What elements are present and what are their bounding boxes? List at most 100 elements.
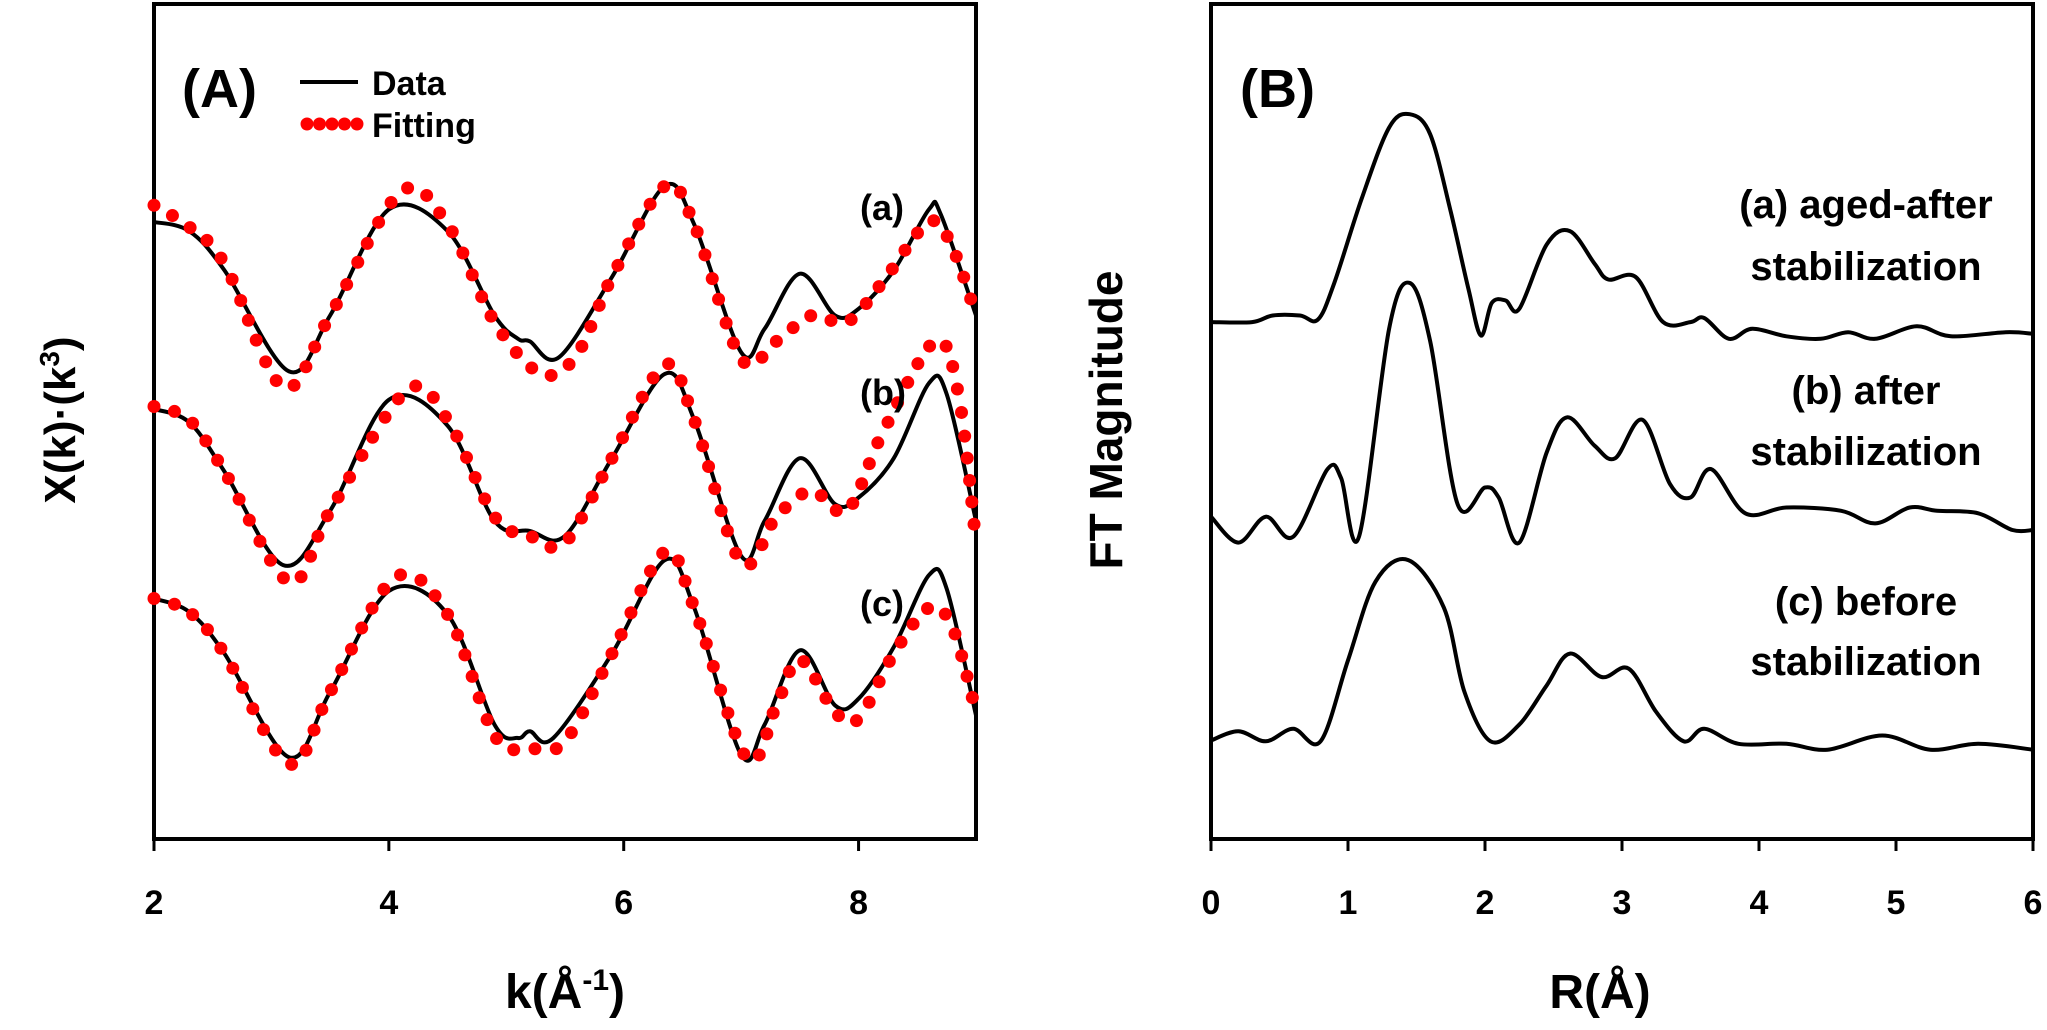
fitting-point xyxy=(949,249,963,263)
fitting-point xyxy=(662,357,676,371)
fitting-point xyxy=(318,319,332,333)
fitting-point xyxy=(472,691,486,705)
fitting-point xyxy=(377,582,391,596)
fitting-point xyxy=(939,339,953,353)
fitting-point xyxy=(766,706,780,720)
fitting-point xyxy=(320,509,334,523)
fitting-point xyxy=(246,702,260,716)
fitting-point xyxy=(967,517,981,531)
panel-b-x-tick-label: 2 xyxy=(1476,884,1495,922)
panel-b-x-tick-label: 4 xyxy=(1750,884,1769,922)
fitting-point xyxy=(760,727,774,741)
fitting-point xyxy=(509,346,523,360)
panel-a-chi-k: 2 4 6 8 (A) Data Fitting (a) (b) (c) k(Å-1)… xyxy=(34,2,981,1019)
legend-fitting-dots xyxy=(300,117,364,131)
fitting-point xyxy=(242,513,256,527)
fitting-point xyxy=(764,517,778,531)
fitting-point xyxy=(167,404,181,418)
fitting-point xyxy=(391,392,405,406)
fitting-point xyxy=(682,205,696,219)
data-series-line-4 xyxy=(153,556,978,763)
legend-fitting-dot xyxy=(325,117,339,131)
fitting-point xyxy=(384,195,398,209)
fitting-point xyxy=(401,181,415,195)
fitting-point xyxy=(906,617,920,631)
fitting-point xyxy=(505,525,519,539)
fitting-point xyxy=(657,180,671,194)
fitting-point xyxy=(263,553,277,567)
fitting-point xyxy=(214,641,228,655)
panel-b-x-ticks: 0 1 2 3 4 5 6 xyxy=(1202,839,2042,922)
fitting-point xyxy=(468,470,482,484)
panel-b-ft-magnitude: 0 1 2 3 4 5 6 (B) (a) aged-after stabilization… xyxy=(1080,2,2042,1019)
fitting-point xyxy=(226,661,240,675)
fitting-point xyxy=(696,439,710,453)
fitting-point xyxy=(355,448,369,462)
fitting-point xyxy=(256,723,270,737)
fitting-point xyxy=(846,496,860,510)
fitting-point xyxy=(797,655,811,669)
annotation-a-line1: (a) aged-after xyxy=(1739,183,1992,227)
fitting-point xyxy=(484,309,498,323)
panel-a-frame xyxy=(152,2,978,841)
fitting-point xyxy=(394,568,408,582)
fitting-point xyxy=(946,360,960,374)
fitting-point xyxy=(634,584,648,598)
fitting-point xyxy=(595,470,609,484)
annotation-c-line2: stabilization xyxy=(1750,640,1981,684)
fitting-point xyxy=(622,237,636,251)
fitting-point xyxy=(690,225,704,239)
fitting-point xyxy=(605,647,619,661)
fitting-point xyxy=(340,278,354,292)
fitting-point xyxy=(910,226,924,240)
fitting-point xyxy=(901,375,915,389)
fitting-point xyxy=(343,470,357,484)
legend-fitting-dot xyxy=(313,117,326,131)
fitting-point xyxy=(702,459,716,473)
fitting-point xyxy=(872,675,886,689)
fitting-point xyxy=(331,490,345,504)
fitting-point xyxy=(625,410,639,424)
fitting-point xyxy=(147,592,161,606)
fitting-point xyxy=(225,272,239,286)
panel-b-x-tick-label: 0 xyxy=(1202,884,1221,922)
fitting-point xyxy=(365,601,379,615)
fitting-point xyxy=(324,683,338,697)
panel-a-label: (A) xyxy=(182,59,257,119)
fitting-point xyxy=(948,627,962,641)
panel-a-x-axis-label: k(Å-1) xyxy=(505,964,625,1019)
fitting-point xyxy=(714,504,728,518)
fitting-point xyxy=(186,416,200,430)
fitting-point xyxy=(624,606,638,620)
fitting-point xyxy=(778,501,792,515)
legend-data-label: Data xyxy=(372,65,447,103)
fitting-point xyxy=(211,453,225,467)
fitting-point xyxy=(355,621,369,635)
panel-b-x-tick-label: 1 xyxy=(1339,884,1358,922)
fitting-point xyxy=(721,706,735,720)
fitting-point xyxy=(726,336,740,350)
fitting-point xyxy=(544,368,558,382)
fitting-point xyxy=(165,209,179,223)
panel-a-x-tick-label: 6 xyxy=(614,884,633,922)
panel-b-x-tick-label: 5 xyxy=(1887,884,1906,922)
fitting-point xyxy=(728,726,742,740)
fitting-point xyxy=(183,221,197,235)
fitting-point xyxy=(712,292,726,306)
fitting-point xyxy=(235,680,249,694)
fitting-point xyxy=(480,713,494,727)
legend-fitting-dot xyxy=(350,117,364,131)
fitting-point xyxy=(329,297,343,311)
panel-b-x-axis-label: R(Å) xyxy=(1549,965,1650,1019)
fitting-point xyxy=(564,726,578,740)
fitting-point xyxy=(496,328,510,342)
fitting-point xyxy=(844,313,858,327)
fitting-point xyxy=(200,623,214,637)
fitting-point xyxy=(729,546,743,560)
fitting-point xyxy=(307,723,321,737)
legend-fitting-dot xyxy=(300,117,314,131)
fitting-point xyxy=(871,436,885,450)
fitting-point xyxy=(775,686,789,700)
fitting-point xyxy=(950,382,964,396)
legend-fitting-label: Fitting xyxy=(372,107,476,145)
